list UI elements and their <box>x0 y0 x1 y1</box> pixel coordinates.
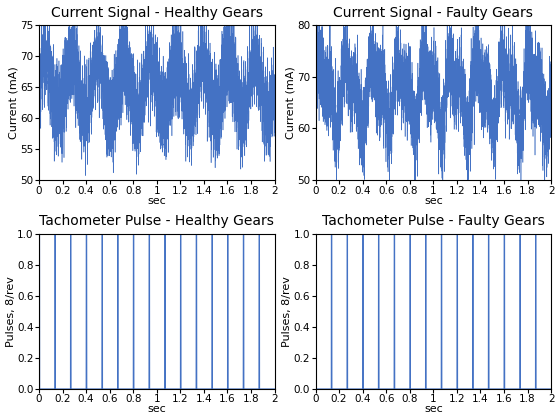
X-axis label: sec: sec <box>424 404 443 415</box>
Title: Current Signal - Healthy Gears: Current Signal - Healthy Gears <box>51 5 263 20</box>
X-axis label: sec: sec <box>147 196 166 206</box>
X-axis label: sec: sec <box>147 404 166 415</box>
Y-axis label: Current (mA): Current (mA) <box>286 66 296 139</box>
Y-axis label: Pulses, 8/rev: Pulses, 8/rev <box>282 276 292 346</box>
X-axis label: sec: sec <box>424 196 443 206</box>
Title: Current Signal - Faulty Gears: Current Signal - Faulty Gears <box>333 5 533 20</box>
Title: Tachometer Pulse - Healthy Gears: Tachometer Pulse - Healthy Gears <box>39 214 274 228</box>
Title: Tachometer Pulse - Faulty Gears: Tachometer Pulse - Faulty Gears <box>322 214 545 228</box>
Y-axis label: Current (mA): Current (mA) <box>9 66 19 139</box>
Y-axis label: Pulses, 8/rev: Pulses, 8/rev <box>6 276 16 346</box>
